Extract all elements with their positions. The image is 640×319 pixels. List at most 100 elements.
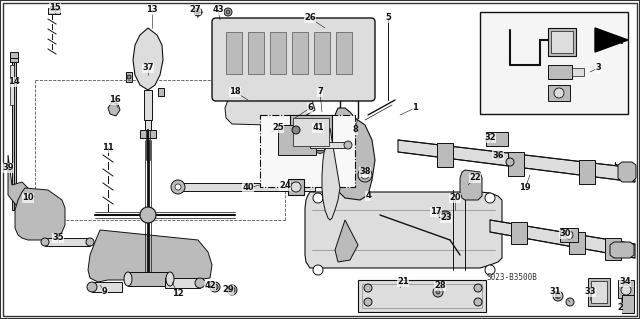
Text: 33: 33	[584, 287, 596, 296]
Text: 28: 28	[434, 281, 446, 291]
Bar	[92, 282, 122, 292]
Bar	[480, 12, 628, 114]
Bar	[292, 32, 308, 74]
Bar	[560, 228, 578, 242]
Ellipse shape	[87, 282, 97, 292]
Circle shape	[358, 168, 372, 182]
Bar	[486, 132, 508, 146]
Text: 3: 3	[595, 63, 601, 72]
Circle shape	[313, 265, 323, 275]
Circle shape	[127, 75, 131, 79]
Text: 21: 21	[397, 278, 409, 286]
Bar	[511, 222, 527, 244]
Circle shape	[292, 126, 300, 134]
Text: 13: 13	[146, 5, 158, 14]
Text: 24: 24	[279, 182, 291, 190]
Circle shape	[313, 193, 323, 203]
Text: 15: 15	[49, 4, 61, 12]
Text: 8: 8	[352, 125, 358, 135]
Text: 2: 2	[617, 303, 623, 313]
Ellipse shape	[229, 287, 235, 293]
Bar	[293, 118, 329, 146]
Bar	[316, 130, 324, 150]
Circle shape	[140, 207, 156, 223]
Bar	[508, 152, 524, 176]
Ellipse shape	[566, 298, 574, 306]
Ellipse shape	[496, 153, 500, 157]
Bar	[618, 280, 634, 298]
Circle shape	[171, 180, 185, 194]
Text: 43: 43	[212, 5, 224, 14]
Circle shape	[86, 238, 94, 246]
Ellipse shape	[166, 272, 174, 286]
Bar	[48, 8, 60, 14]
Bar	[10, 65, 14, 105]
Text: 9: 9	[102, 287, 108, 296]
Bar	[10, 58, 18, 62]
Text: 18: 18	[229, 87, 241, 97]
Circle shape	[621, 285, 631, 295]
Circle shape	[344, 141, 352, 149]
Ellipse shape	[124, 272, 132, 286]
Text: 25: 25	[272, 123, 284, 132]
Bar	[548, 28, 576, 56]
Ellipse shape	[210, 282, 220, 292]
Text: 20: 20	[449, 194, 461, 203]
Ellipse shape	[494, 151, 502, 159]
Bar	[165, 278, 200, 288]
Text: 41: 41	[312, 123, 324, 132]
Polygon shape	[314, 136, 326, 154]
Polygon shape	[490, 220, 635, 258]
Circle shape	[485, 193, 495, 203]
Text: 17: 17	[430, 207, 442, 217]
Circle shape	[365, 22, 371, 28]
Bar	[288, 179, 304, 195]
Bar	[572, 68, 584, 76]
Bar	[437, 143, 453, 167]
Circle shape	[474, 284, 482, 292]
Polygon shape	[8, 155, 28, 205]
Ellipse shape	[556, 293, 561, 299]
Bar	[50, 6, 58, 10]
Circle shape	[361, 171, 369, 179]
Bar	[248, 32, 264, 74]
Bar	[569, 232, 585, 254]
Text: 27: 27	[189, 5, 201, 14]
Circle shape	[41, 238, 49, 246]
Polygon shape	[312, 128, 324, 146]
Circle shape	[554, 88, 564, 98]
Circle shape	[436, 290, 440, 294]
Text: 19: 19	[519, 183, 531, 192]
Polygon shape	[108, 102, 120, 116]
Bar	[226, 32, 242, 74]
Ellipse shape	[227, 285, 237, 295]
Bar	[591, 281, 607, 303]
Text: 1: 1	[412, 103, 418, 113]
Polygon shape	[618, 162, 636, 182]
Text: 40: 40	[242, 183, 254, 192]
Text: 36: 36	[492, 151, 504, 160]
Ellipse shape	[506, 158, 514, 166]
Ellipse shape	[553, 291, 563, 301]
Bar	[605, 238, 621, 260]
Bar	[175, 183, 315, 191]
Text: 10: 10	[22, 194, 34, 203]
Text: 11: 11	[102, 144, 114, 152]
Text: 16: 16	[109, 95, 121, 105]
Text: 42: 42	[204, 281, 216, 291]
Bar	[358, 280, 486, 312]
Polygon shape	[15, 188, 65, 240]
Bar	[310, 142, 350, 148]
Text: 22: 22	[469, 174, 481, 182]
Bar	[278, 125, 316, 155]
Text: 38: 38	[359, 167, 371, 176]
Circle shape	[364, 298, 372, 306]
Circle shape	[474, 298, 482, 306]
Polygon shape	[610, 242, 634, 258]
Bar	[270, 32, 286, 74]
Polygon shape	[460, 170, 482, 200]
Text: 5: 5	[385, 13, 391, 23]
Bar	[126, 72, 132, 82]
Polygon shape	[330, 108, 375, 200]
Bar	[45, 238, 90, 246]
